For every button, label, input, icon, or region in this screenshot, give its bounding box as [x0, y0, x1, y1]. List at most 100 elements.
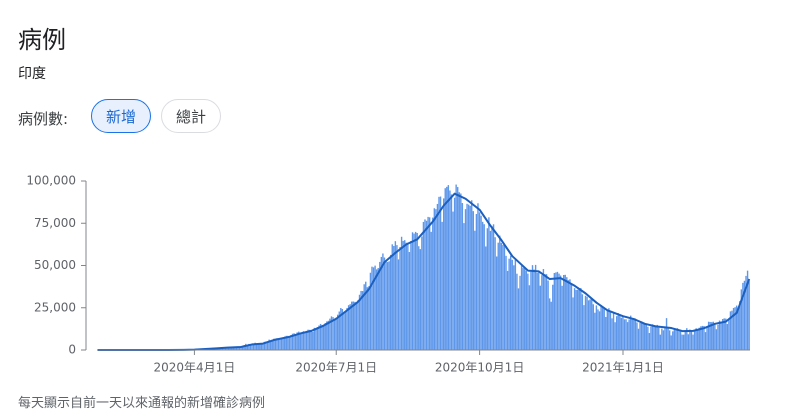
bar [723, 318, 725, 350]
bar [402, 240, 404, 350]
bar [511, 259, 513, 350]
bar [453, 197, 456, 350]
bar [450, 194, 453, 350]
bar [675, 329, 677, 350]
y-tick-label: 0 [68, 343, 76, 357]
bar [617, 313, 619, 350]
bar [288, 336, 291, 350]
bar [257, 343, 259, 350]
y-tick-label: 25,000 [34, 300, 76, 314]
total-button[interactable]: 總計 [161, 99, 221, 133]
bar [271, 339, 273, 350]
new-button[interactable]: 新增 [91, 99, 151, 133]
bar [460, 193, 462, 350]
bar [718, 320, 721, 350]
bar [368, 286, 370, 350]
x-tick-label: 2020年4月1日 [153, 361, 235, 375]
bar [595, 305, 598, 350]
bar [388, 261, 390, 350]
bar [737, 308, 739, 350]
bar [555, 272, 557, 350]
bar [500, 242, 503, 350]
bar [446, 186, 448, 350]
bar [620, 317, 623, 350]
bar [478, 212, 481, 350]
bar [394, 241, 397, 350]
bar [467, 204, 470, 350]
bar [704, 332, 707, 350]
filter-label: 病例數: [18, 110, 69, 128]
bar [480, 215, 482, 350]
bar [418, 246, 420, 350]
bar [642, 323, 644, 350]
bar [606, 309, 609, 350]
bar [692, 334, 694, 350]
bar [516, 273, 518, 350]
bar [714, 323, 716, 350]
bar [628, 319, 630, 350]
bar [439, 196, 442, 350]
bar [672, 331, 674, 350]
bar [580, 288, 582, 350]
bar [542, 269, 545, 350]
bar [536, 272, 538, 350]
bar [308, 329, 311, 350]
bar [352, 301, 354, 350]
bar [461, 203, 464, 350]
bar [396, 245, 398, 350]
bar [739, 301, 741, 350]
bar [614, 322, 616, 350]
bar [380, 256, 383, 350]
bar [524, 268, 526, 350]
bar [658, 327, 660, 350]
bar [505, 255, 507, 350]
bar [508, 258, 510, 350]
bar [249, 344, 252, 350]
bar [636, 322, 638, 350]
bar [374, 265, 376, 350]
bar [371, 266, 373, 350]
bar [280, 338, 283, 350]
bar [684, 331, 686, 350]
bar [277, 338, 280, 350]
bar [411, 232, 414, 350]
bar [748, 281, 750, 350]
bar [391, 244, 393, 350]
bar [575, 289, 577, 350]
bar [226, 347, 228, 350]
bar [572, 297, 574, 350]
bar [307, 329, 309, 350]
bar [715, 329, 718, 350]
bar [313, 327, 316, 350]
bar [497, 242, 499, 350]
bar [413, 233, 415, 350]
bar [717, 324, 719, 350]
bar [698, 327, 700, 350]
bar [502, 244, 504, 350]
bar [255, 343, 258, 350]
bar [227, 347, 230, 350]
bar [634, 318, 637, 350]
bar [732, 307, 735, 350]
bar [548, 298, 551, 350]
bar [363, 284, 365, 350]
bar [679, 329, 682, 350]
bar [592, 304, 594, 350]
bar [690, 330, 693, 350]
bar [238, 347, 241, 350]
bar [609, 311, 612, 350]
bar [340, 308, 342, 350]
bar [422, 221, 425, 350]
bar [430, 231, 432, 350]
bar [464, 209, 467, 350]
bar [587, 300, 590, 350]
bar [351, 301, 353, 350]
bar [553, 272, 556, 350]
bar [561, 285, 563, 350]
bar [720, 321, 722, 350]
bar [302, 331, 305, 350]
bar [654, 325, 657, 350]
title: 病例 [18, 26, 66, 54]
bar [240, 345, 242, 350]
bar [615, 316, 618, 350]
